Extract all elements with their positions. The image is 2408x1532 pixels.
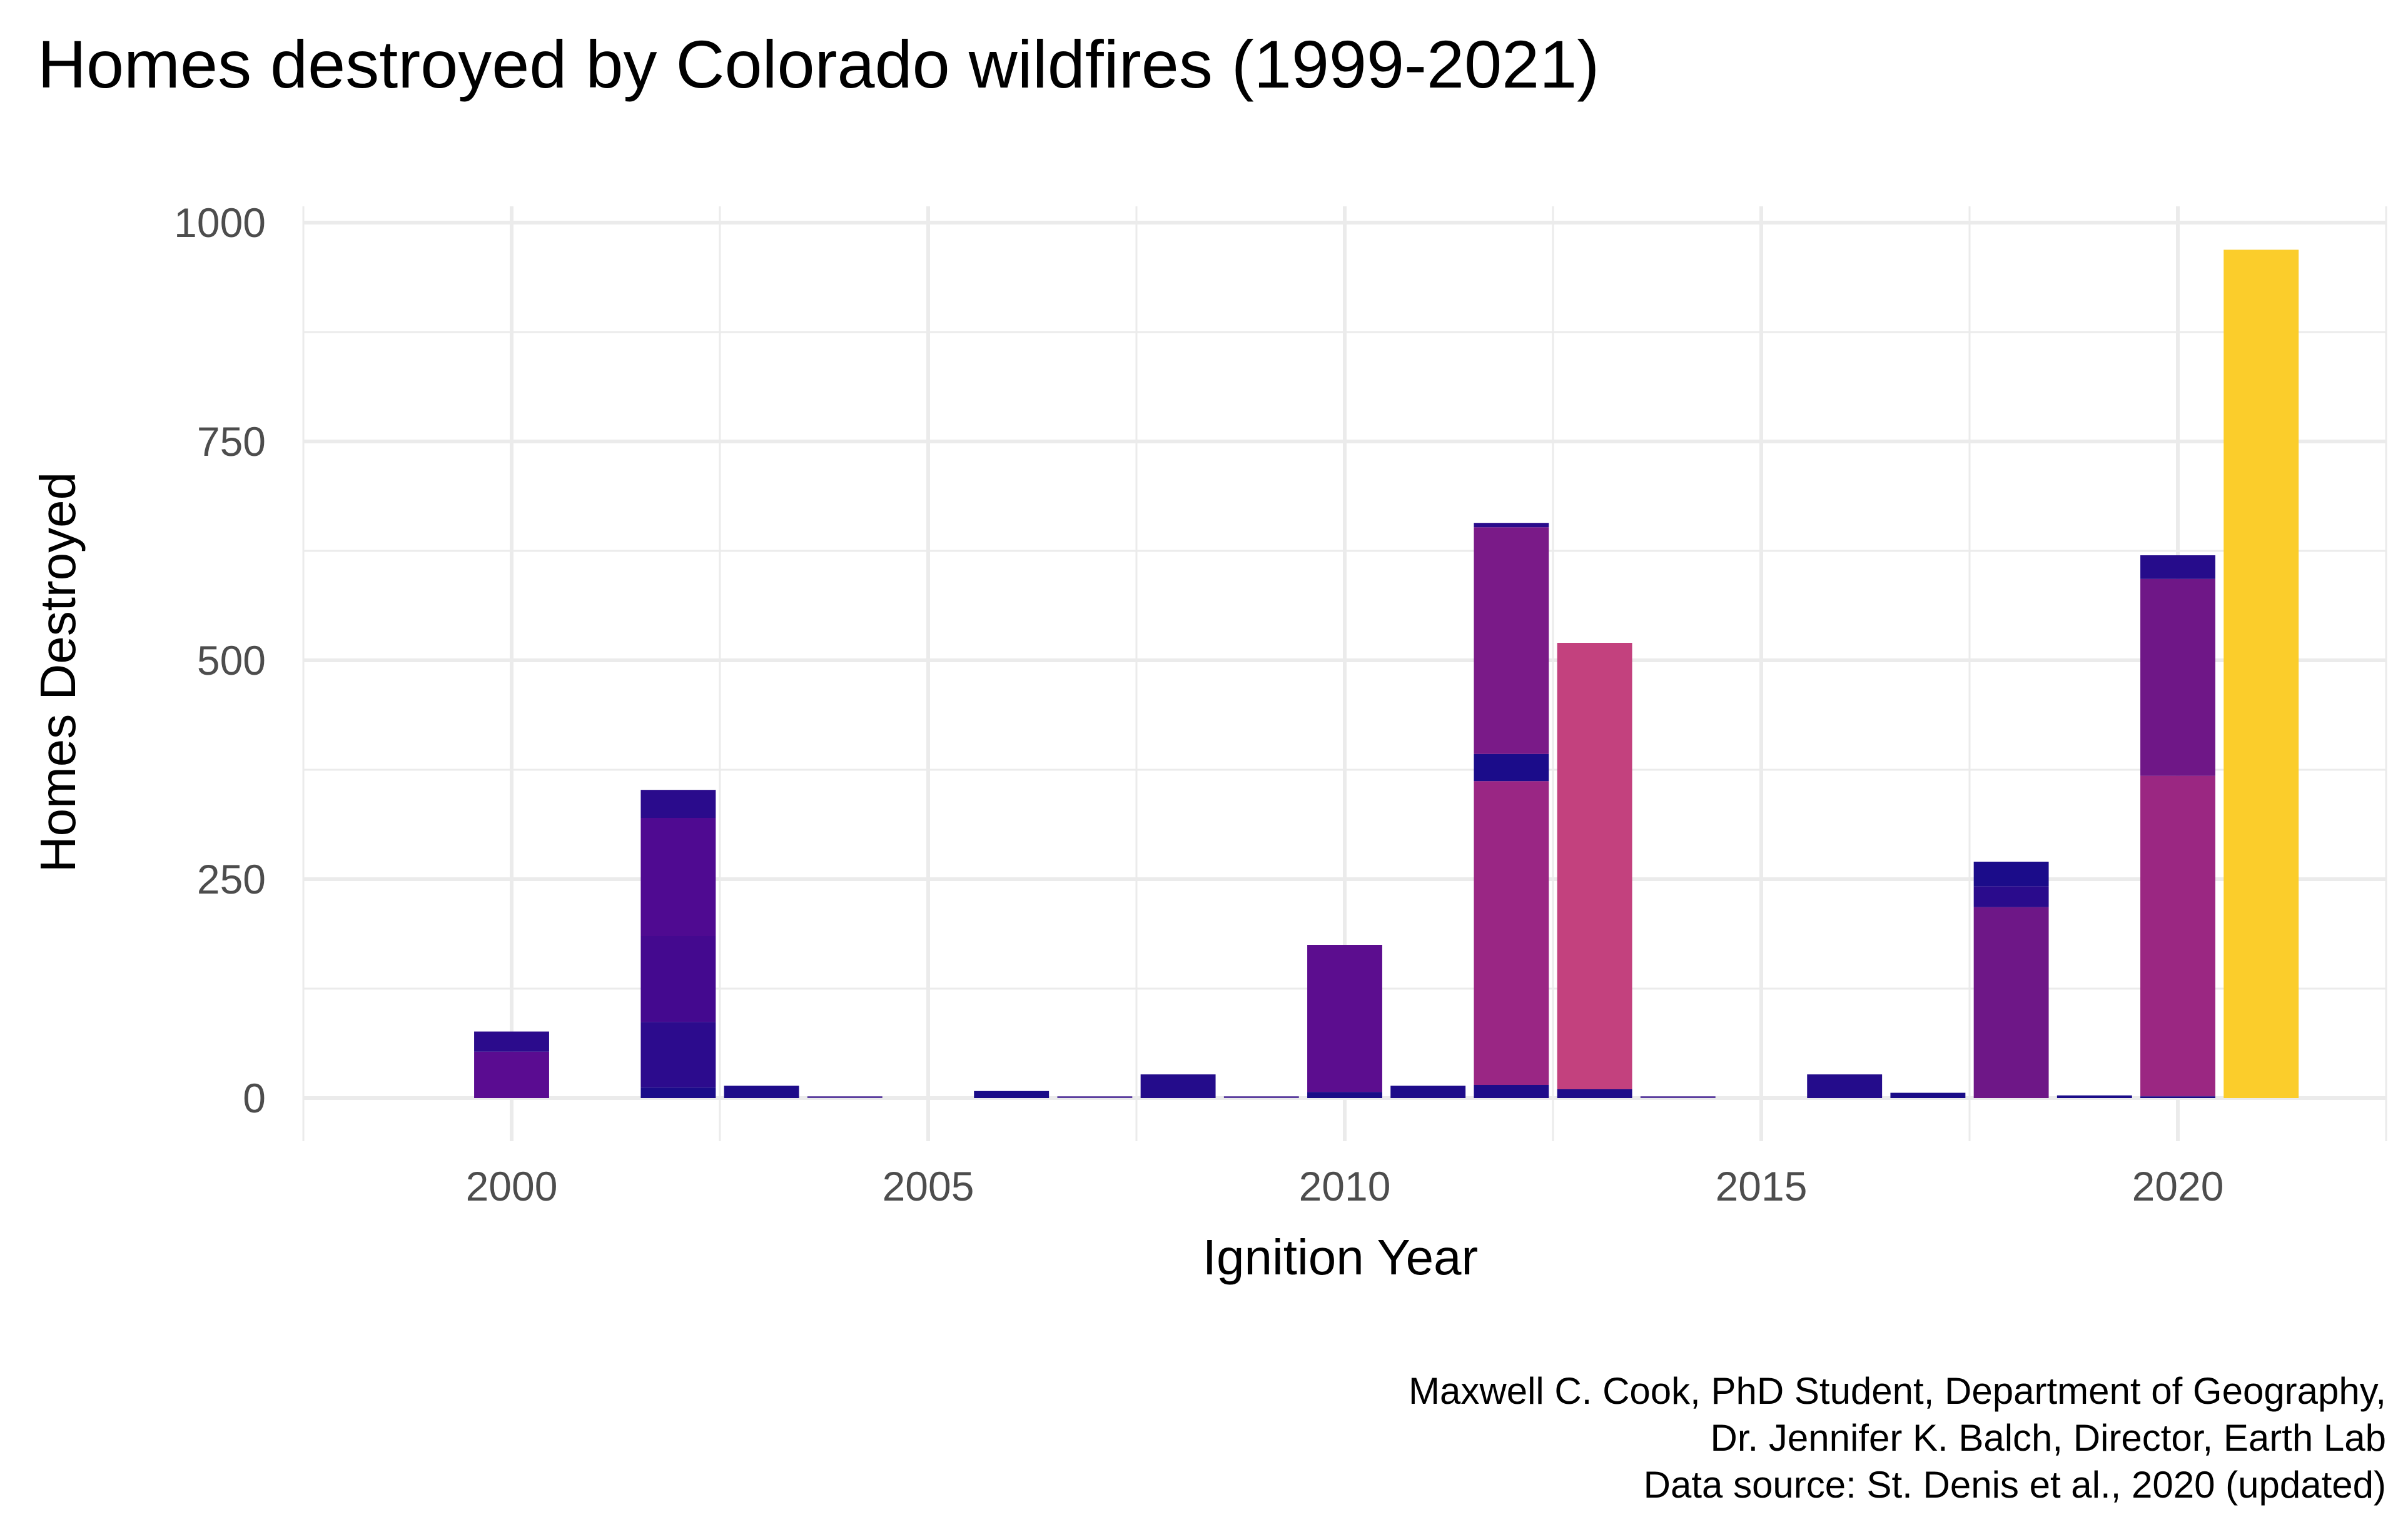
- bar-stack-2009: [1223, 1096, 1299, 1098]
- y-tick-label: 250: [197, 856, 266, 902]
- bar-segment: [1557, 1089, 1632, 1098]
- y-axis-title: Homes Destroyed: [30, 472, 86, 872]
- bar-segment: [640, 790, 716, 818]
- bar-stack-2016: [1807, 1074, 1883, 1098]
- x-tick-label: 2000: [466, 1163, 558, 1209]
- bar-segment: [1390, 1086, 1466, 1098]
- bar-stack-2012: [1474, 523, 1549, 1098]
- bar-segment: [1973, 862, 2049, 887]
- bar-segment: [1890, 1092, 1966, 1098]
- bars: [474, 249, 2299, 1098]
- bar-segment: [1140, 1074, 1216, 1098]
- bar-segment: [807, 1096, 883, 1098]
- bar-stack-2019: [2056, 1095, 2132, 1098]
- bar-segment: [2223, 249, 2299, 1098]
- bar-stack-2006: [974, 1091, 1050, 1098]
- bar-segment: [1474, 1085, 1549, 1098]
- bar-stack-2007: [1057, 1096, 1133, 1098]
- bar-segment: [1474, 753, 1549, 782]
- bar-segment: [640, 1022, 716, 1088]
- bar-segment: [2140, 775, 2215, 1097]
- bar-segment: [724, 1086, 799, 1098]
- bar-segment: [474, 1031, 549, 1052]
- x-tick-label: 2020: [2132, 1163, 2224, 1209]
- bar-stack-2018: [1973, 862, 2049, 1098]
- caption-line-source: Data source: St. Denis et al., 2020 (upd…: [1644, 1464, 2386, 1506]
- bar-segment: [640, 936, 716, 1022]
- bar-segment: [2140, 555, 2215, 579]
- y-tick-label: 750: [197, 418, 266, 465]
- x-tick-label: 2005: [883, 1163, 974, 1209]
- x-tick-label: 2010: [1299, 1163, 1391, 1209]
- x-tick-label: 2015: [1716, 1163, 1808, 1209]
- bar-segment: [474, 1051, 549, 1098]
- bar-segment: [1474, 523, 1549, 528]
- y-tick-label: 1000: [174, 199, 266, 246]
- bar-segment: [2056, 1095, 2132, 1098]
- bar-segment: [1474, 781, 1549, 1085]
- bar-stack-2014: [1640, 1096, 1716, 1098]
- bar-segment: [1307, 945, 1382, 1092]
- y-tick-label: 500: [197, 637, 266, 683]
- caption: Maxwell C. Cook, PhD Student, Department…: [1409, 1370, 2386, 1506]
- bar-segment: [1223, 1096, 1299, 1098]
- y-tick-label: 0: [243, 1075, 266, 1121]
- bar-segment: [1973, 907, 2049, 1098]
- x-axis-title: Ignition Year: [1203, 1229, 1478, 1285]
- bar-segment: [1973, 886, 2049, 907]
- bar-segment: [1057, 1096, 1133, 1098]
- x-tick-labels: 2000 2005 2010 2015 2020: [466, 1163, 2224, 1209]
- chart-title: Homes destroyed by Colorado wildfires (1…: [38, 26, 1599, 102]
- bar-stack-2000: [474, 1031, 549, 1098]
- y-tick-labels: 0 250 500 750 1000: [174, 199, 266, 1121]
- bar-stack-2003: [724, 1086, 799, 1098]
- bar-segment: [1474, 527, 1549, 754]
- bar-segment: [1557, 643, 1632, 1089]
- bar-segment: [2140, 1096, 2215, 1098]
- bar-stack-2008: [1140, 1074, 1216, 1098]
- bar-stack-2017: [1890, 1092, 1966, 1098]
- bar-segment: [1307, 1092, 1382, 1098]
- bar-segment: [640, 818, 716, 936]
- caption-line-author: Maxwell C. Cook, PhD Student, Department…: [1409, 1370, 2386, 1412]
- bar-stack-2002: [640, 790, 716, 1098]
- bar-stack-2020: [2140, 555, 2215, 1098]
- bar-stack-2004: [807, 1096, 883, 1098]
- bar-stack-2021: [2223, 249, 2299, 1098]
- bar-stack-2011: [1390, 1086, 1466, 1098]
- bar-segment: [2140, 578, 2215, 776]
- caption-line-director: Dr. Jennifer K. Balch, Director, Earth L…: [1711, 1417, 2387, 1459]
- bar-stack-2013: [1557, 643, 1632, 1098]
- bar-segment: [1807, 1074, 1883, 1098]
- bar-segment: [974, 1091, 1050, 1098]
- bar-stack-2010: [1307, 945, 1382, 1098]
- bar-segment: [640, 1087, 716, 1098]
- bar-segment: [1640, 1096, 1716, 1098]
